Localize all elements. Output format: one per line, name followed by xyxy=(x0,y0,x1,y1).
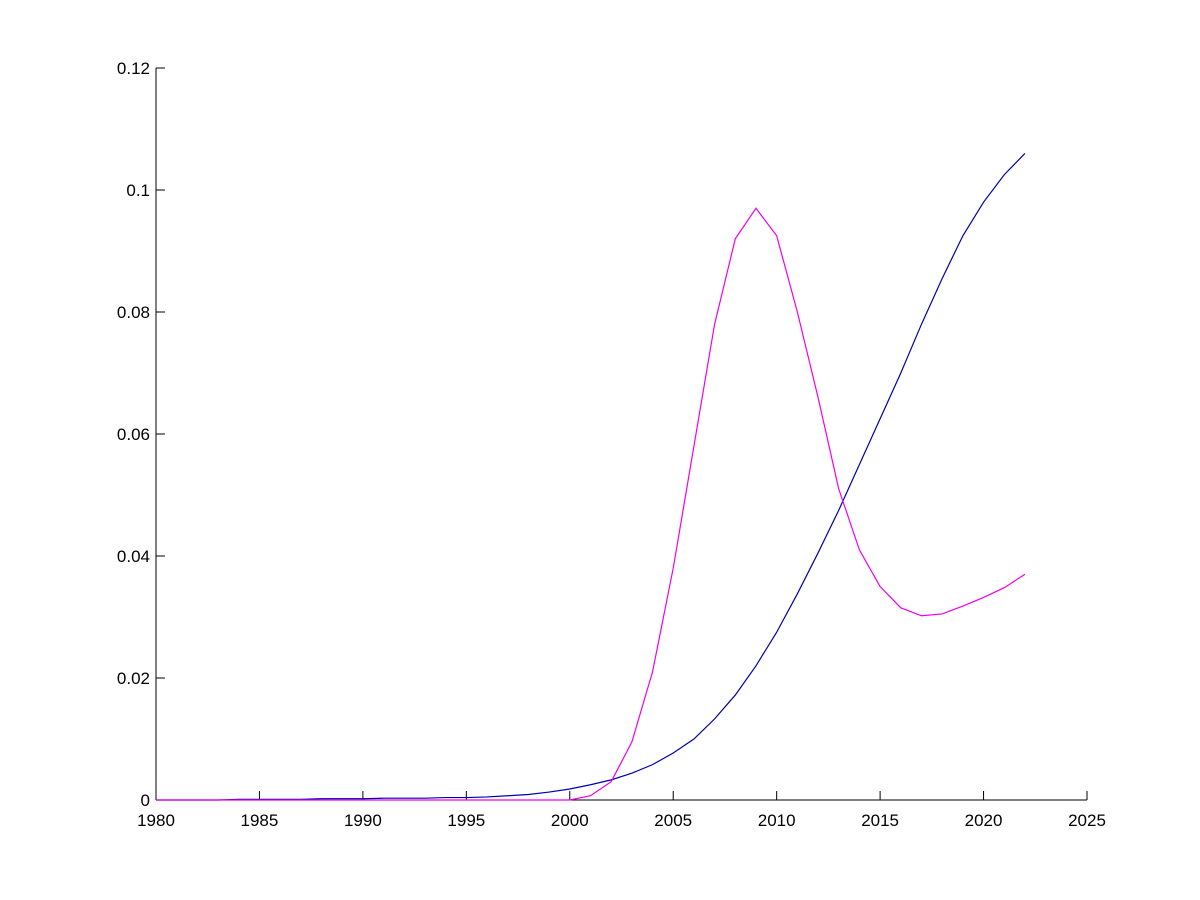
y-tick-label: 0.06 xyxy=(117,425,150,444)
x-tick-label: 2020 xyxy=(965,811,1003,830)
line-series xyxy=(156,152,1026,801)
x-tick-label: 2015 xyxy=(861,811,899,830)
y-tick-label: 0.04 xyxy=(117,547,150,566)
x-tick-label: 2005 xyxy=(654,811,692,830)
x-tick-label: 2025 xyxy=(1068,811,1106,830)
y-tick-label: 0.1 xyxy=(126,181,150,200)
y-tick-label: 0.08 xyxy=(117,303,150,322)
y-tick-label: 0 xyxy=(141,791,150,810)
x-tick-label: 1995 xyxy=(447,811,485,830)
x-tick-label: 1985 xyxy=(241,811,279,830)
line-series xyxy=(156,207,1026,801)
x-tick-label: 2010 xyxy=(758,811,796,830)
y-tick-label: 0.02 xyxy=(117,669,150,688)
x-tick-label: 2000 xyxy=(551,811,589,830)
x-tick-label: 1980 xyxy=(137,811,175,830)
x-tick-label: 1990 xyxy=(344,811,382,830)
y-tick-label: 0.12 xyxy=(117,59,150,78)
